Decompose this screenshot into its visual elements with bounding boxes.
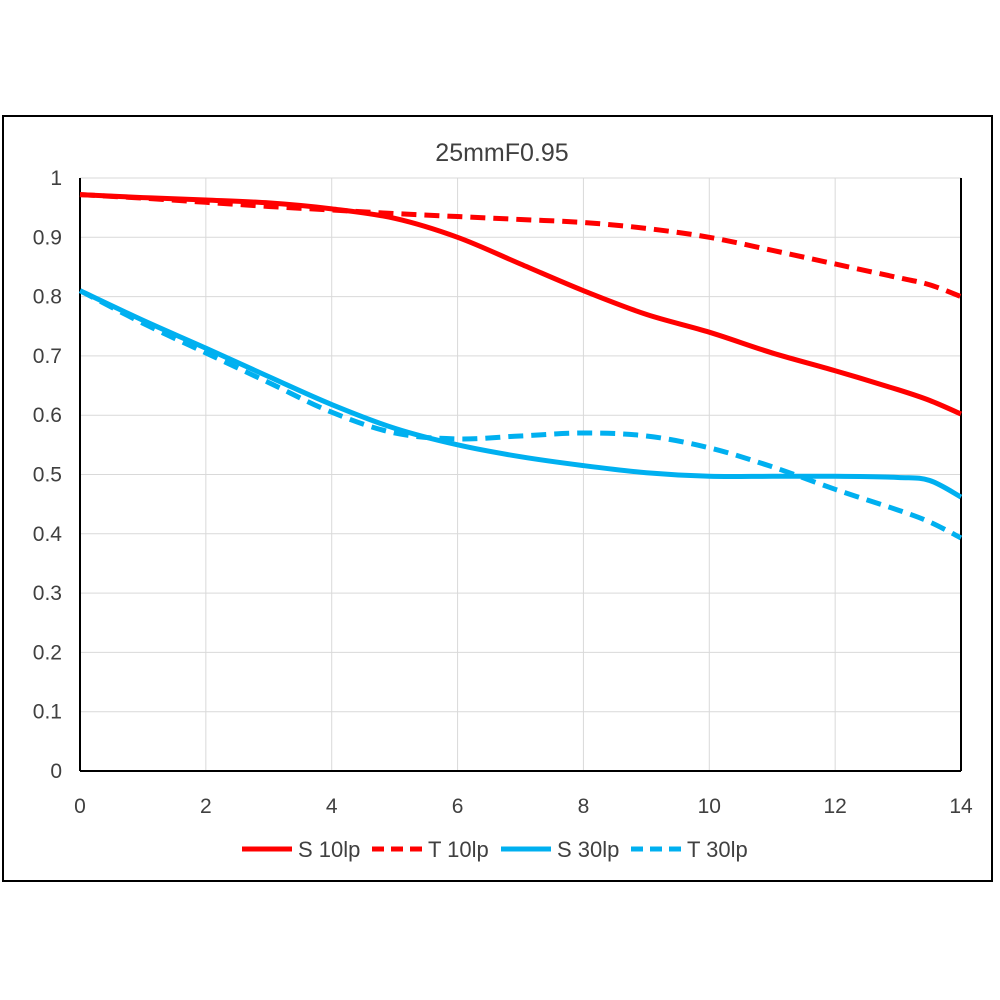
y-tick-label: 0.4 [33, 523, 63, 546]
chart-title: 25mmF0.95 [435, 139, 568, 167]
y-tick-label: 0.2 [33, 641, 62, 664]
y-tick-label: 0.7 [33, 345, 62, 368]
x-tick-label: 2 [200, 795, 212, 818]
y-tick-label: 0.8 [33, 286, 62, 309]
series-line-t-30lp [78, 288, 963, 541]
chart-frame: 25mmF0.95 0 2 4 6 8 10 12 14 0 0.1 0.2 0.3 0.4 0.5 0.6… [2, 115, 993, 882]
series-line-s-10lp [79, 192, 962, 417]
series-line-t-10lp [79, 192, 962, 299]
y-tick-label: 0.3 [33, 582, 62, 605]
x-tick-label: 0 [74, 795, 86, 818]
y-tick-label: 0.9 [33, 226, 62, 249]
x-tick-label: 8 [578, 795, 590, 818]
x-tick-label: 6 [452, 795, 464, 818]
legend-label-t-10lp: T 10lp [428, 837, 489, 862]
tick-labels: 0 2 4 6 8 10 12 14 0 0.1 0.2 0.3 0.4 0.5 0.6 0.7 0.8 0.9 1 [33, 167, 973, 818]
y-tick-label: 0.1 [33, 701, 62, 724]
x-tick-label: 4 [326, 795, 338, 818]
y-tick-label: 1 [50, 167, 62, 190]
legend-label-s-30lp: S 30lp [557, 837, 619, 862]
legend-label-t-30lp: T 30lp [687, 837, 748, 862]
x-tick-label: 14 [949, 795, 973, 818]
legend: S 10lp T 10lp S 30lp T 30lp [242, 837, 748, 862]
series-line-s-30lp [78, 288, 963, 500]
x-tick-label: 10 [698, 795, 721, 818]
legend-label-s-10lp: S 10lp [298, 837, 360, 862]
x-tick-label: 12 [823, 795, 846, 818]
y-tick-label: 0 [50, 760, 62, 783]
y-tick-label: 0.5 [33, 464, 62, 487]
axes [79, 178, 962, 772]
y-tick-label: 0.6 [33, 404, 62, 427]
mtf-chart: 25mmF0.95 0 2 4 6 8 10 12 14 0 0.1 0.2 0.3 0.4 0.5 0.6… [33, 139, 973, 862]
series-lines [78, 192, 963, 541]
